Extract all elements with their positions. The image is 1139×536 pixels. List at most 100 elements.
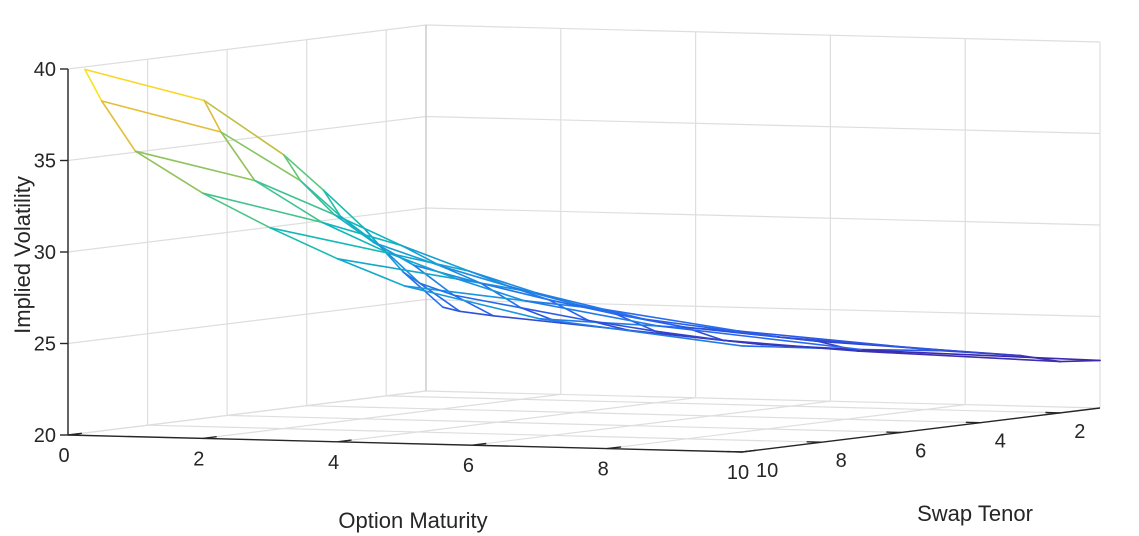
x-axis-line — [67, 434, 743, 453]
x-tick — [472, 442, 487, 446]
surface-edge — [508, 285, 578, 306]
surface-edge — [896, 350, 1101, 362]
surface-edge — [220, 131, 302, 182]
x-tick-label: 2 — [193, 448, 204, 470]
surface-edge — [134, 150, 204, 194]
x-tick-label: 4 — [328, 452, 339, 474]
surface-edge — [737, 330, 942, 352]
surface-edge — [269, 227, 391, 255]
x-tick — [741, 449, 756, 453]
surface-edge — [642, 318, 780, 338]
grid-line — [386, 395, 1061, 414]
surface-edge — [480, 282, 550, 301]
grid-line — [67, 298, 427, 345]
grid-line — [306, 405, 981, 424]
surface-edge — [282, 154, 302, 182]
surface-edge — [419, 282, 455, 296]
y-tick-label: 4 — [995, 431, 1006, 453]
z-tick-label: 40 — [34, 59, 56, 81]
grid-line — [67, 24, 427, 70]
tick-marks — [60, 68, 1061, 453]
z-axis-label: Implied Volatility — [10, 176, 35, 334]
grid-line — [472, 400, 831, 446]
surface-mesh — [84, 68, 1101, 363]
x-tick-label: 10 — [727, 462, 749, 484]
grid-line — [425, 298, 1101, 318]
surface-edge — [857, 350, 1061, 363]
surface-edge — [336, 257, 406, 287]
x-tick — [607, 446, 622, 450]
surface-edge — [523, 299, 660, 327]
surface-edge — [480, 282, 522, 309]
grid-line — [202, 393, 561, 439]
x-tick — [202, 436, 217, 440]
surface-edge — [203, 99, 285, 156]
tick-labels: 20 25 30 35 40 0 2 4 6 8 10 2 4 6 8 10 — [34, 59, 1086, 484]
surface-edge — [134, 150, 256, 182]
surface-edge — [452, 294, 495, 317]
surface-edge — [722, 339, 859, 352]
y-axis-line — [741, 407, 1101, 453]
surface-edge — [547, 298, 590, 322]
x-tick — [337, 439, 352, 443]
surface-edge — [321, 221, 391, 255]
grid-line — [227, 414, 902, 433]
surface-edge — [100, 100, 137, 152]
y-tick-label: 10 — [756, 460, 778, 482]
grid-line — [67, 207, 427, 253]
y-tick-label: 8 — [836, 450, 847, 472]
surface-edge — [442, 306, 461, 313]
surface-edge — [587, 319, 657, 333]
surface-edge — [402, 271, 421, 285]
y-tick-label: 2 — [1074, 421, 1085, 443]
surface-edge — [282, 154, 325, 191]
x-axis-label: Option Maturity — [338, 508, 487, 533]
surface-edge — [535, 292, 605, 311]
y-axis-label: Swap Tenor — [917, 501, 1033, 526]
x-tick-label: 6 — [463, 455, 474, 477]
surface-edge — [492, 314, 562, 324]
grid-line — [425, 207, 1101, 226]
grid-line — [67, 115, 427, 162]
grid-line — [607, 404, 966, 450]
surface-edge — [202, 192, 272, 229]
surface-edge — [322, 189, 342, 217]
surface-edge — [654, 330, 725, 342]
surface-edge — [202, 192, 323, 224]
surface-edge — [299, 180, 336, 216]
surface-edge — [538, 317, 743, 347]
surface-edge — [336, 257, 458, 280]
surface-edge — [84, 68, 103, 102]
x-tick — [67, 432, 82, 436]
grid-line — [425, 390, 1101, 409]
grid-line — [425, 115, 1101, 135]
z-tick-label: 25 — [34, 334, 56, 356]
surface-edge — [100, 100, 222, 133]
surface-edge — [400, 244, 470, 272]
surface-edge — [458, 310, 495, 317]
surface-edge — [333, 213, 403, 247]
surface-edge — [253, 179, 323, 224]
surface-edge — [404, 285, 526, 302]
grid-line — [67, 390, 427, 436]
z-tick-label: 35 — [34, 151, 56, 173]
surface-edge — [412, 264, 483, 285]
surface-edge — [412, 264, 455, 296]
surface-edge — [520, 306, 590, 322]
surface-edge — [547, 298, 617, 316]
surface-edge — [269, 227, 339, 260]
surface-edge — [84, 68, 205, 102]
surface-edge — [440, 265, 483, 285]
x-tick-label: 0 — [58, 445, 69, 467]
surface-edge — [603, 308, 740, 332]
surface-edge — [220, 131, 256, 182]
surface-edge — [203, 99, 222, 133]
surface-edge — [452, 294, 522, 309]
x-tick-label: 8 — [598, 459, 609, 481]
surface-edge — [658, 325, 863, 351]
surface-edge — [404, 285, 541, 320]
z-tick-label: 20 — [34, 425, 56, 447]
surface-edge — [373, 241, 443, 268]
surface-edge — [456, 278, 526, 302]
surface-edge — [575, 303, 645, 320]
